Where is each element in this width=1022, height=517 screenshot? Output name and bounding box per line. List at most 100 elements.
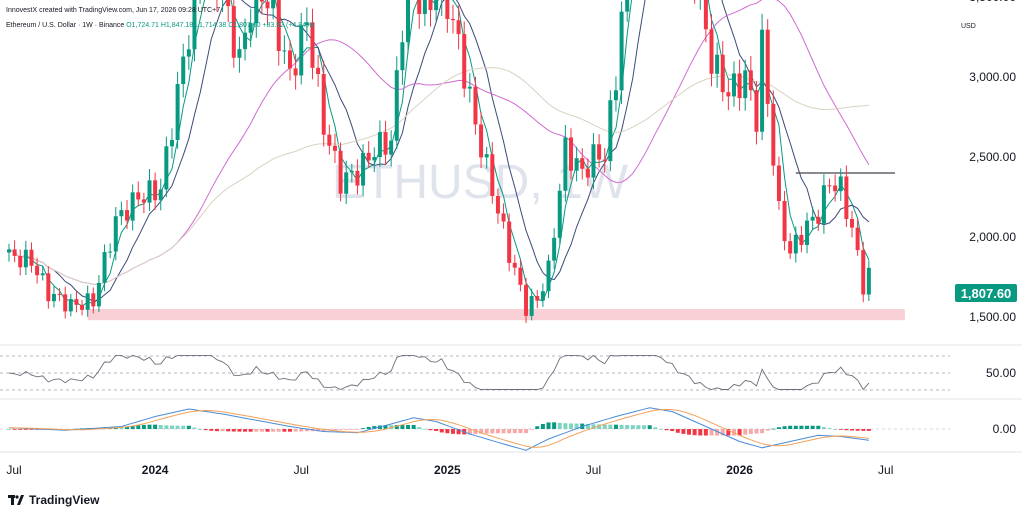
candle-body — [243, 32, 248, 50]
macd-histogram-bar — [361, 428, 366, 429]
candle — [417, 0, 422, 29]
candle — [108, 243, 113, 259]
candle — [113, 206, 118, 261]
candle — [288, 40, 292, 81]
candle — [51, 286, 56, 308]
candle — [316, 55, 321, 87]
macd-histogram-bar — [788, 425, 793, 429]
candle — [434, 0, 439, 22]
macd-histogram-bar — [647, 425, 652, 429]
candle — [715, 42, 720, 88]
macd-histogram-bar — [658, 428, 663, 430]
macd-histogram-bar — [259, 429, 264, 432]
macd-histogram-bar — [681, 429, 686, 434]
candle — [181, 43, 186, 98]
macd-histogram-bar — [125, 426, 130, 429]
candle-body — [282, 50, 287, 52]
candle-body — [332, 145, 337, 151]
candle-body — [327, 134, 332, 146]
candle — [361, 144, 366, 197]
candle-body — [462, 34, 467, 89]
candle — [788, 233, 793, 260]
macd-histogram-bar — [630, 425, 635, 429]
candle-body — [855, 227, 860, 251]
candle-body — [186, 49, 191, 57]
macd-histogram-bar — [248, 429, 253, 432]
macd-histogram-bar — [237, 429, 242, 432]
candle — [63, 286, 68, 319]
macd-histogram-bar — [214, 429, 219, 432]
candle — [147, 169, 152, 212]
macd-histogram-bar — [209, 429, 214, 431]
candle-body — [254, 0, 259, 24]
candle — [861, 241, 866, 303]
candle — [321, 60, 326, 147]
candle-body — [479, 124, 484, 158]
candle-body — [838, 176, 843, 192]
candle-body — [248, 23, 253, 33]
candle-body — [552, 237, 557, 261]
candle-body — [591, 144, 596, 178]
candle — [748, 55, 753, 101]
support-zone — [87, 309, 905, 321]
candle — [389, 130, 394, 167]
candle-body — [608, 100, 613, 162]
time-tick-label: Jul — [586, 463, 601, 477]
candle — [248, 8, 253, 48]
candle — [805, 212, 810, 254]
candle-body — [793, 234, 798, 254]
candle-body — [501, 213, 506, 222]
macd-histogram-bar — [372, 426, 377, 429]
price-tick-label: 2,500.00 — [969, 150, 1016, 164]
candle — [91, 287, 96, 314]
macd-histogram-bar — [703, 429, 708, 436]
candle — [400, 30, 405, 85]
candle — [552, 228, 557, 270]
candle-body — [299, 25, 304, 76]
macd-tick-label: 0.00 — [993, 422, 1017, 436]
candle — [699, 0, 701, 10]
support-zone-layer — [87, 172, 905, 321]
candle — [529, 288, 534, 321]
watermark-layer: ETHUSD, 1W — [332, 156, 629, 209]
tradingview-logo[interactable]: TradingView — [8, 493, 99, 507]
candle — [833, 174, 838, 202]
last-price-tag: 1,807.60 — [955, 284, 1017, 302]
candle — [703, 0, 708, 43]
macd-histogram-bar — [198, 429, 203, 430]
candle — [512, 254, 517, 276]
candle — [422, 0, 427, 27]
candle-body — [310, 22, 315, 68]
candle — [153, 172, 158, 210]
candle-body — [788, 241, 793, 254]
candle — [226, 0, 231, 23]
macd-histogram-bar — [243, 429, 248, 432]
macd-histogram-bar — [726, 429, 731, 436]
candle — [192, 0, 197, 62]
candle-body — [715, 54, 720, 74]
candle-body — [765, 29, 770, 104]
macd-histogram-bar — [473, 429, 478, 435]
candles-layer — [7, 0, 871, 324]
macd-histogram-bar — [12, 429, 17, 430]
ma-slow-line — [8, 0, 870, 285]
candle-body — [597, 144, 602, 160]
candle-body — [703, 0, 708, 30]
candle — [299, 13, 304, 85]
macd-histogram-bar — [450, 429, 455, 434]
candle-body — [158, 189, 163, 201]
candle — [136, 181, 141, 207]
candle — [40, 265, 45, 281]
candle — [518, 260, 523, 292]
candle-body — [366, 152, 371, 161]
macd-histogram-bar — [271, 429, 276, 432]
candle-body — [535, 296, 540, 301]
candle-body — [776, 165, 781, 201]
candle-body — [406, 0, 411, 43]
macd-histogram-bar — [653, 427, 658, 429]
candle — [557, 183, 562, 245]
candle — [141, 192, 146, 214]
macd-histogram-bar — [776, 427, 781, 429]
macd-histogram-bar — [518, 429, 523, 434]
